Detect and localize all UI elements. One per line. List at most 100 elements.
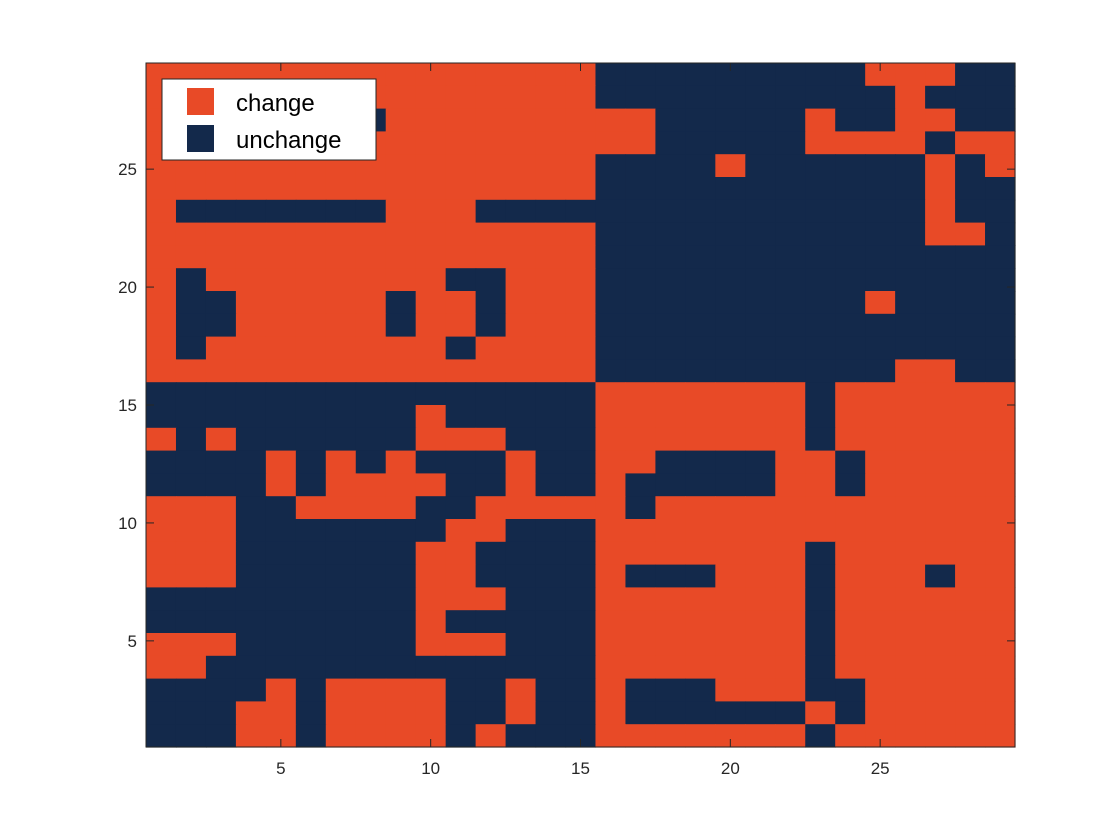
legend-label-change: change: [236, 90, 315, 117]
heatmap-cell: [745, 655, 776, 680]
heatmap-cell: [295, 177, 327, 201]
heatmap-cell: [385, 724, 417, 748]
heatmap-cell: [325, 382, 357, 406]
heatmap-cell: [655, 701, 686, 725]
heatmap-cell: [895, 701, 926, 725]
heatmap-cell: [475, 701, 507, 725]
heatmap-cell: [535, 359, 567, 383]
heatmap-cell: [415, 313, 447, 338]
heatmap-cell: [925, 313, 956, 338]
heatmap-cell: [715, 678, 746, 702]
heatmap-cell: [445, 268, 477, 292]
heatmap-cell: [445, 245, 477, 269]
heatmap-cell: [505, 268, 537, 292]
heatmap-cell: [205, 655, 237, 680]
heatmap-cell: [205, 245, 237, 269]
heatmap-cell: [295, 587, 327, 611]
heatmap-cell: [565, 85, 597, 110]
heatmap-cell: [745, 519, 776, 543]
heatmap-cell: [595, 131, 627, 155]
heatmap-cell: [265, 610, 297, 634]
heatmap-cell: [925, 154, 956, 178]
heatmap-cell: [715, 701, 746, 725]
heatmap-cell: [655, 359, 686, 383]
heatmap-cell: [535, 496, 567, 520]
heatmap-cell: [985, 610, 1016, 634]
heatmap-cell: [805, 724, 836, 748]
heatmap-cell: [146, 678, 177, 702]
heatmap-cell: [625, 473, 657, 497]
heatmap-cell: [535, 564, 567, 588]
heatmap-cell: [235, 291, 267, 315]
heatmap-cell: [205, 473, 237, 497]
heatmap-cell: [835, 655, 866, 680]
x-tick-label: 15: [571, 759, 590, 778]
heatmap-cell: [745, 313, 776, 338]
heatmap-cell: [745, 85, 776, 110]
heatmap-cell: [655, 633, 686, 657]
heatmap-cell: [146, 405, 177, 429]
heatmap-cell: [175, 222, 207, 246]
heatmap-cell: [625, 587, 657, 611]
heatmap-cell: [535, 199, 567, 224]
heatmap-cell: [235, 519, 267, 543]
heatmap-cell: [355, 541, 387, 566]
heatmap-cell: [445, 336, 477, 360]
heatmap-cell: [325, 587, 357, 611]
heatmap-cell: [235, 473, 267, 497]
heatmap-cell: [595, 564, 627, 588]
heatmap-cell: [535, 108, 567, 132]
heatmap-cell: [415, 496, 447, 520]
heatmap-cell: [235, 587, 267, 611]
heatmap-cell: [985, 473, 1016, 497]
heatmap-cell: [475, 336, 507, 360]
heatmap-cell: [295, 199, 327, 224]
heatmap-cell: [295, 610, 327, 634]
heatmap-cell: [715, 610, 746, 634]
axis-ticks: 5 10 15 20 25 5 10 15 20 25: [118, 63, 1015, 778]
heatmap-cell: [325, 222, 357, 246]
heatmap-cell: [985, 245, 1016, 269]
heatmap-cell: [175, 405, 207, 429]
heatmap-cell: [505, 154, 537, 178]
heatmap-cell: [835, 427, 866, 452]
heatmap-cell: [355, 610, 387, 634]
heatmap-cell: [175, 268, 207, 292]
heatmap-cell: [925, 405, 956, 429]
heatmap-cell: [475, 108, 507, 132]
heatmap-cell: [505, 382, 537, 406]
heatmap-cell: [175, 701, 207, 725]
heatmap-cell: [805, 450, 836, 474]
heatmap-cell: [865, 450, 896, 474]
heatmap-cell: [775, 154, 806, 178]
heatmap-cell: [595, 199, 627, 224]
heatmap-cell: [865, 427, 896, 452]
heatmap-cell: [865, 587, 896, 611]
heatmap-cell: [205, 382, 237, 406]
heatmap-cell: [295, 382, 327, 406]
heatmap-cell: [535, 473, 567, 497]
heatmap-cell: [535, 222, 567, 246]
heatmap-cell: [685, 678, 716, 702]
heatmap-cell: [505, 701, 537, 725]
heatmap-cell: [595, 587, 627, 611]
heatmap-cell: [205, 313, 237, 338]
heatmap-cell: [205, 268, 237, 292]
heatmap-cell: [895, 336, 926, 360]
heatmap-cell: [955, 382, 986, 406]
heatmap-cell: [205, 541, 237, 566]
heatmap-cell: [685, 382, 716, 406]
heatmap-cell: [625, 313, 657, 338]
heatmap-cell: [925, 359, 956, 383]
heatmap-cell: [325, 450, 357, 474]
heatmap-cell: [805, 519, 836, 543]
heatmap-cell: [595, 245, 627, 269]
heatmap-cell: [475, 655, 507, 680]
heatmap-cell: [385, 655, 417, 680]
heatmap-cell: [895, 610, 926, 634]
heatmap-cell: [415, 587, 447, 611]
heatmap-cell: [355, 199, 387, 224]
heatmap-cell: [595, 85, 627, 110]
heatmap-cell: [475, 245, 507, 269]
heatmap-cell: [325, 724, 357, 748]
